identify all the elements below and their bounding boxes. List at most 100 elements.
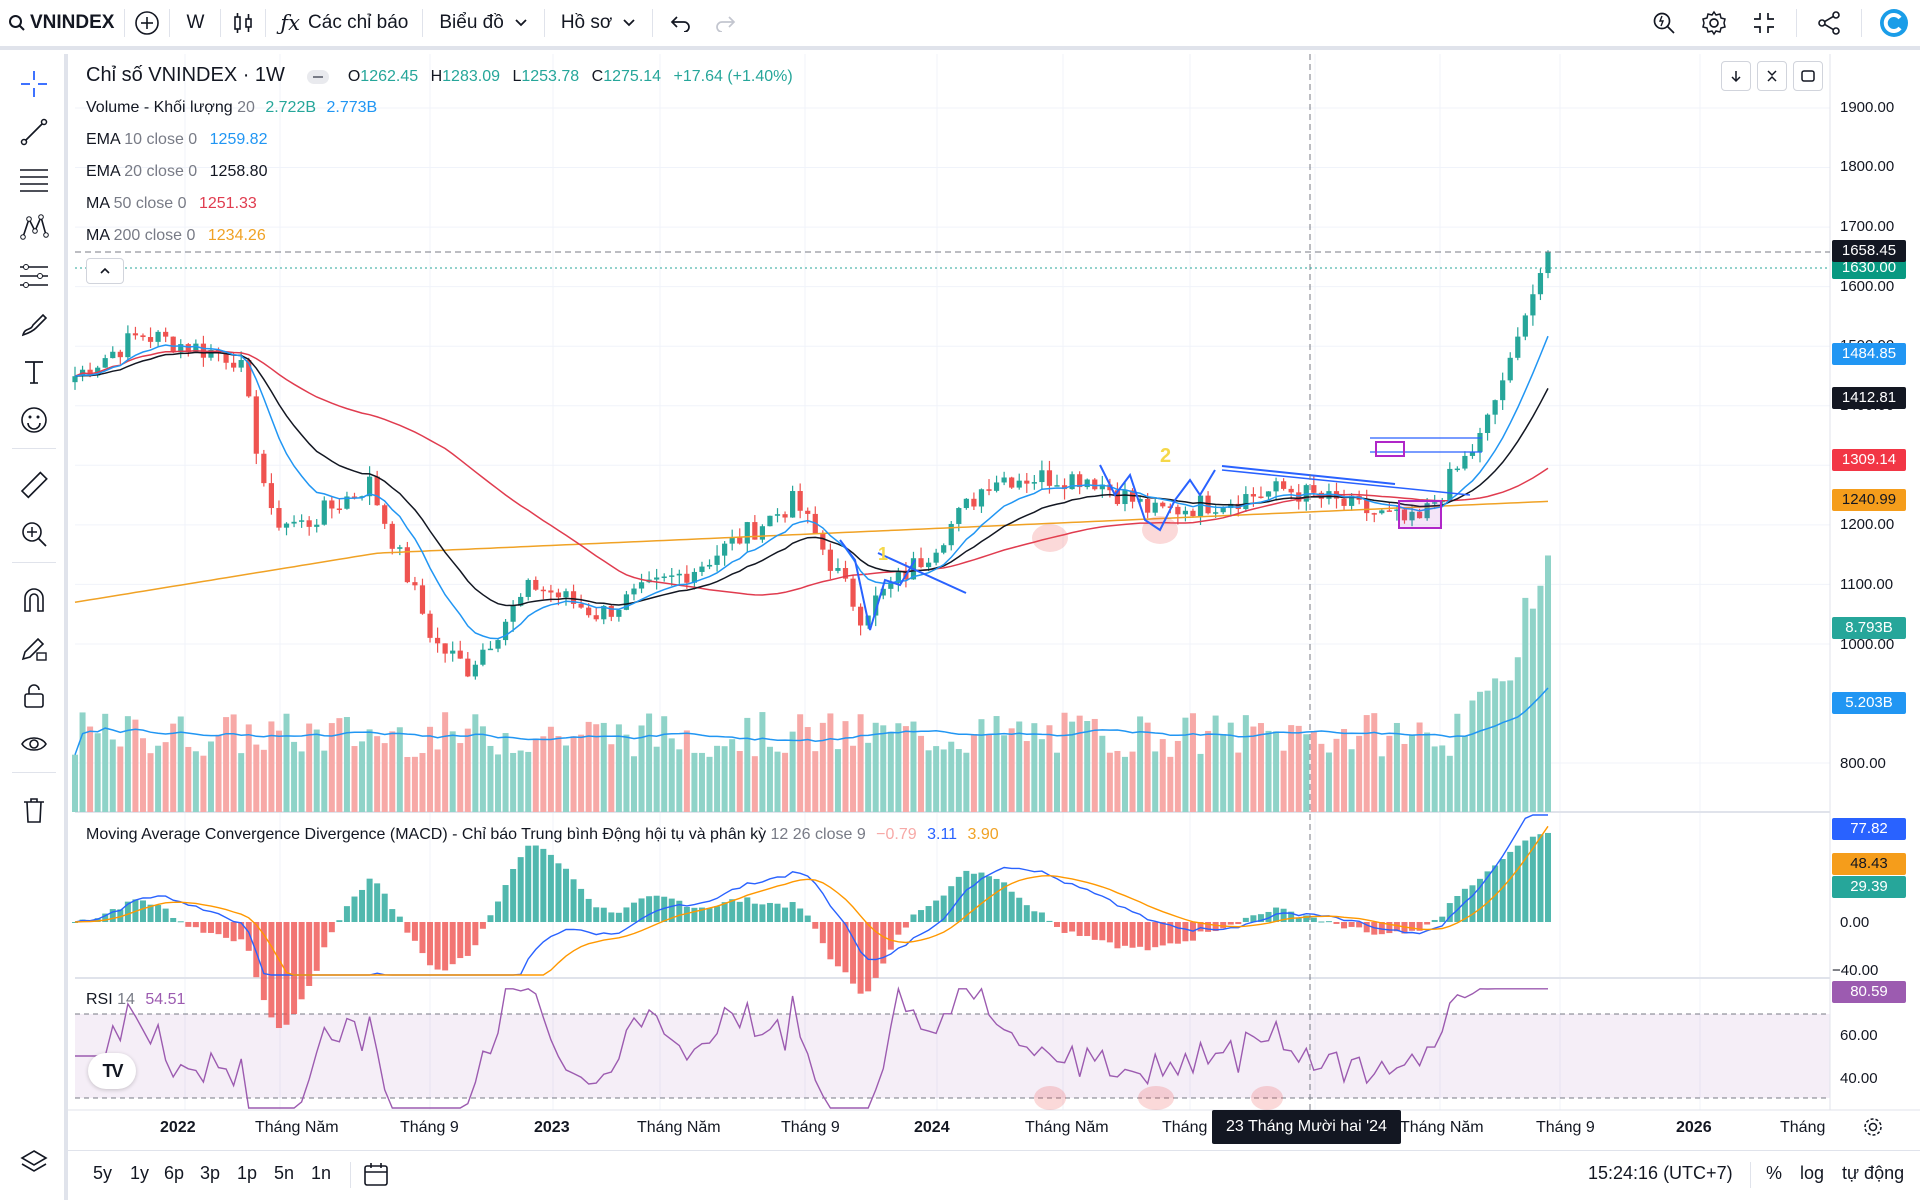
macd-bar xyxy=(1461,888,1468,922)
macd-bar xyxy=(1273,907,1280,922)
magnet-tool[interactable] xyxy=(14,580,54,620)
volume-bar xyxy=(721,746,728,812)
percent-toggle[interactable]: % xyxy=(1766,1163,1783,1183)
volume-price-tag: 8.793B xyxy=(1832,617,1906,639)
range-3m[interactable]: 3p xyxy=(200,1163,221,1183)
clock[interactable]: 15:24:16 (UTC+7) xyxy=(1588,1163,1733,1183)
goto-date-button[interactable] xyxy=(362,1160,390,1193)
trendline xyxy=(877,552,967,594)
tv-logo-icon: TV xyxy=(102,1060,123,1081)
volume-bar xyxy=(1492,678,1499,812)
macd-bar xyxy=(351,896,358,922)
candle-body xyxy=(1439,500,1445,503)
volume-bar xyxy=(1424,732,1431,812)
collapse-legend-button[interactable] xyxy=(86,258,124,284)
macd-bar xyxy=(1378,922,1385,935)
range-6m[interactable]: 6p xyxy=(164,1163,185,1183)
time-axis-settings[interactable] xyxy=(1862,1116,1884,1143)
chart-style-button[interactable] xyxy=(221,0,265,48)
remove-drawings-tool[interactable] xyxy=(14,790,54,830)
divider xyxy=(1796,9,1797,37)
macd-legend[interactable]: Moving Average Convergence Divergence (M… xyxy=(86,826,999,844)
candle-body xyxy=(948,523,954,546)
candle-body xyxy=(910,558,917,580)
lock-drawings-tool[interactable] xyxy=(14,676,54,716)
object-tree-tool[interactable] xyxy=(14,1142,54,1182)
macd-bar xyxy=(1416,922,1423,931)
search-icon xyxy=(9,15,25,31)
pattern-tool[interactable] xyxy=(14,208,54,248)
volume-bar xyxy=(1522,597,1529,812)
symbol-search[interactable]: VNINDEX xyxy=(0,0,124,48)
indicators-button[interactable]: ƒx Các chỉ báo xyxy=(266,0,422,48)
macd-bar xyxy=(472,922,479,946)
profile-dropdown[interactable]: Hồ sơ xyxy=(545,0,653,48)
range-1y[interactable]: 1y xyxy=(130,1163,150,1183)
macd-bar xyxy=(328,922,335,933)
undo-button[interactable] xyxy=(659,0,703,48)
macd-bar xyxy=(109,909,116,922)
share-button[interactable] xyxy=(1807,0,1851,48)
emoji-tool[interactable] xyxy=(14,400,54,440)
candle-body xyxy=(533,579,539,590)
macd-bar xyxy=(547,854,554,922)
rsi-legend[interactable]: RSI 14 54.51 xyxy=(86,991,185,1009)
candle-body xyxy=(767,515,773,527)
divider xyxy=(169,9,171,37)
crosshair-tool[interactable] xyxy=(14,64,54,104)
pane-collapse-button[interactable] xyxy=(1757,61,1787,91)
ma50-legend[interactable]: MA 50 close 0 1251.33 xyxy=(86,195,257,213)
volume-bar xyxy=(457,743,464,812)
candle-body xyxy=(1326,491,1332,499)
trash-icon xyxy=(24,798,44,823)
measure-tool[interactable] xyxy=(14,466,54,506)
trend-line-tool[interactable] xyxy=(14,112,54,152)
chart-type-dropdown[interactable]: Biểu đồ xyxy=(423,0,543,48)
candle-body xyxy=(419,585,426,614)
interval-button[interactable]: W xyxy=(186,12,205,33)
drawing-toolbar xyxy=(0,54,68,1200)
forecast-tool[interactable] xyxy=(14,256,54,296)
volume-bar xyxy=(797,714,804,812)
drawing-mode-tool[interactable] xyxy=(14,628,54,668)
volume-legend[interactable]: Volume - Khối lượng 20 2.722B 2.773B xyxy=(86,99,377,117)
macd-bar xyxy=(1499,859,1506,922)
candle-body xyxy=(925,562,932,568)
ma200-legend[interactable]: MA 200 close 0 1234.26 xyxy=(86,227,266,245)
ema20-legend[interactable]: EMA 20 close 0 1258.80 xyxy=(86,163,267,181)
pane-move-down-button[interactable] xyxy=(1721,61,1751,91)
macd-name: Moving Average Convergence Divergence (M… xyxy=(86,826,767,843)
ma200-line xyxy=(74,500,1549,604)
hide-drawings-tool[interactable] xyxy=(14,724,54,764)
volume-bar xyxy=(706,756,713,812)
quick-search-button[interactable] xyxy=(1642,0,1686,48)
redo-button[interactable] xyxy=(703,0,747,48)
tradingview-logo[interactable]: TV xyxy=(88,1053,136,1089)
volume-value: 2.722B xyxy=(265,99,317,116)
log-toggle[interactable]: log xyxy=(1800,1163,1825,1183)
settings-button[interactable] xyxy=(1692,0,1736,48)
macd-bar xyxy=(298,922,305,1000)
collapse-icon xyxy=(1754,13,1774,33)
text-tool[interactable] xyxy=(14,352,54,392)
add-symbol-button[interactable] xyxy=(125,0,169,48)
brush-tool[interactable] xyxy=(14,304,54,344)
range-5d[interactable]: 5n xyxy=(274,1163,295,1183)
macd-bar xyxy=(615,912,622,922)
macd-bar xyxy=(940,895,947,922)
macd-bar xyxy=(819,922,826,944)
ema10-legend[interactable]: EMA 10 close 0 1259.82 xyxy=(86,131,267,149)
zoom-tool[interactable] xyxy=(14,514,54,554)
fullscreen-button[interactable] xyxy=(1742,0,1786,48)
range-1m[interactable]: 1p xyxy=(237,1163,258,1183)
macd-bar xyxy=(1280,908,1287,922)
range-5y[interactable]: 5y xyxy=(93,1163,113,1183)
fib-tool[interactable] xyxy=(14,160,54,200)
legend-toggle[interactable] xyxy=(307,69,330,84)
candle-body xyxy=(163,331,169,337)
macd-bar xyxy=(661,896,668,922)
auto-scale-toggle[interactable]: tự động xyxy=(1842,1163,1905,1183)
range-1d[interactable]: 1n xyxy=(311,1163,332,1183)
pane-maximize-button[interactable] xyxy=(1793,61,1823,91)
